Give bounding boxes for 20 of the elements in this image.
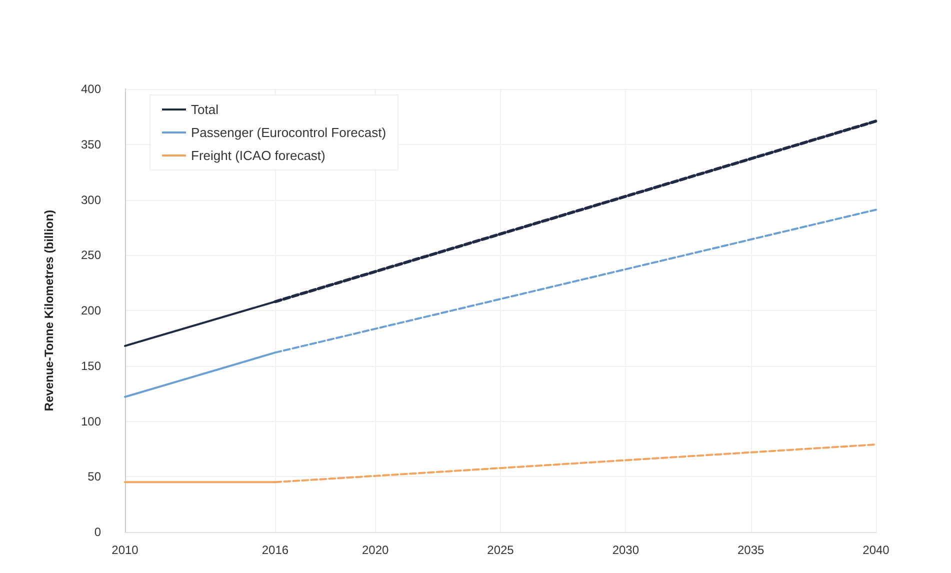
- y-tick-label: 100: [80, 414, 102, 428]
- y-tick-label: 150: [80, 358, 102, 373]
- y-tick-label: 0: [94, 525, 102, 539]
- y-tick-label: 250: [80, 248, 102, 262]
- legend-label: Passenger (Eurocontrol Forecast): [191, 125, 386, 140]
- y-tick-label: 200: [80, 304, 102, 318]
- x-tick-label: 2016: [262, 543, 289, 557]
- y-tick-label: 300: [80, 192, 102, 207]
- x-tick-label: 2020: [362, 543, 390, 557]
- x-tick-label: 2025: [487, 543, 514, 557]
- legend-label: Total: [191, 102, 219, 117]
- y-tick-label: 400: [80, 82, 102, 96]
- y-tick-label: 50: [88, 470, 102, 484]
- x-tick-label: 2030: [612, 543, 640, 557]
- x-tick-label: 2035: [737, 543, 765, 557]
- y-tick-label: 350: [80, 137, 102, 152]
- legend-label: Freight (ICAO forecast): [191, 148, 326, 163]
- x-tick-label: 2040: [862, 543, 890, 557]
- x-tick-label: 2010: [112, 543, 139, 557]
- y-axis-title: Revenue-Tonne Kilometres (billion): [42, 210, 56, 412]
